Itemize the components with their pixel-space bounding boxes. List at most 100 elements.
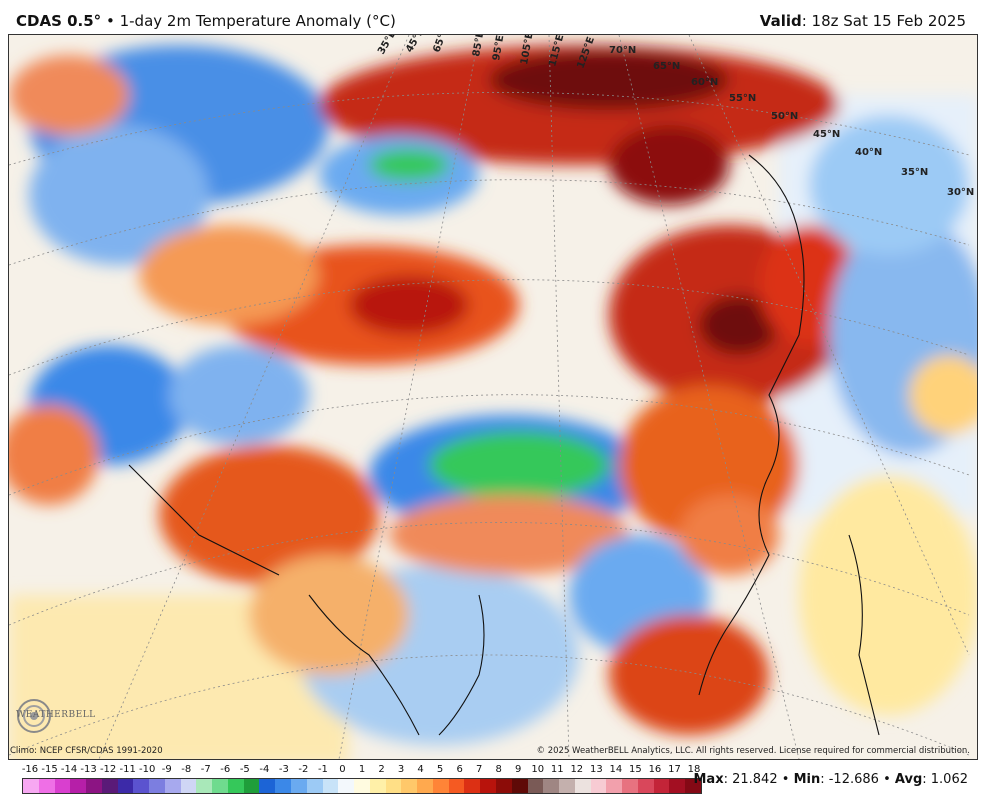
avg-label: Avg (894, 772, 923, 787)
color-scale-bar (22, 778, 702, 794)
max-value: 21.842 (732, 772, 778, 787)
coastlines (128, 154, 880, 736)
color-scale-swatch (606, 779, 623, 793)
color-scale-label: 7 (475, 764, 483, 775)
color-scale-label: -1 (317, 764, 328, 775)
lat-label-60: 60°N (691, 77, 718, 88)
lon-label-85e: 85°E (471, 35, 486, 58)
color-scale-label: 3 (397, 764, 405, 775)
color-scale-swatch (291, 779, 307, 793)
color-scale-swatch (196, 779, 213, 793)
color-scale-label: -15 (41, 764, 58, 775)
color-scale-swatch (101, 779, 118, 793)
color-scale-label: -10 (139, 764, 156, 775)
color-scale-swatch (54, 779, 71, 793)
color-scale-swatch (23, 779, 39, 793)
color-scale-label: 9 (515, 764, 522, 775)
logo-text: WEATHERBELL (16, 710, 96, 720)
color-scale-swatch (495, 779, 512, 793)
color-scale-label: -12 (99, 764, 117, 775)
color-scale-label: 14 (609, 764, 623, 775)
color-scale-swatch (227, 779, 244, 793)
color-scale-swatch (417, 779, 433, 793)
copyright-note: © 2025 WeatherBELL Analytics, LLC. All r… (536, 746, 970, 756)
model-name: CDAS 0.5 (16, 12, 94, 30)
degree-symbol: ° (93, 12, 102, 30)
color-scale-swatch (464, 779, 481, 793)
color-scale-swatch (401, 779, 418, 793)
color-scale-label: 16 (648, 764, 662, 775)
color-scale-swatch (338, 779, 355, 793)
color-scale-swatch (559, 779, 575, 793)
climo-note: Climo: NCEP CFSR/CDAS 1991-2020 (10, 746, 163, 756)
color-scale-label: -16 (21, 764, 39, 775)
color-scale-swatch (480, 779, 496, 793)
color-scale-swatch (685, 779, 701, 793)
color-scale-label: -13 (80, 764, 97, 775)
lon-label-95e: 95°E (491, 35, 506, 62)
color-scale-label: 12 (570, 764, 584, 775)
color-scale-swatch (511, 779, 528, 793)
color-scale-swatch (590, 779, 607, 793)
valid-time-value: 18z Sat 15 Feb 2025 (811, 12, 966, 30)
color-scale-label: 11 (550, 764, 564, 775)
anomaly-map[interactable]: 70°N 65°N 60°N 55°N 50°N 45°N 40°N 35°N … (8, 34, 978, 760)
color-scale-swatch (354, 779, 370, 793)
color-scale-swatch (369, 779, 386, 793)
color-scale-swatch (432, 779, 449, 793)
lat-label-55: 55°N (729, 93, 756, 104)
logo-swirl-icon (17, 699, 51, 733)
color-scale-label: -4 (259, 764, 270, 775)
color-scale-swatch (574, 779, 591, 793)
avg-value: 1.062 (930, 772, 968, 787)
color-scale-label: -11 (119, 764, 136, 775)
color-scale-swatch (275, 779, 292, 793)
valid-label: Valid (759, 12, 802, 30)
color-scale-swatch (259, 779, 276, 793)
color-scale-swatch (117, 779, 134, 793)
color-scale-label: -3 (278, 764, 289, 775)
color-scale-swatch (653, 779, 670, 793)
color-scale-swatch (164, 779, 181, 793)
color-scale-label: -8 (181, 764, 192, 775)
color-scale-label: 10 (531, 764, 545, 775)
color-scale-swatch (86, 779, 102, 793)
color-scale-label: 13 (589, 764, 603, 775)
max-label: Max (693, 772, 724, 787)
color-scale-swatch (306, 779, 323, 793)
color-scale-swatch (669, 779, 686, 793)
stats-sep-2: • (883, 772, 891, 787)
color-scale-swatch (149, 779, 165, 793)
field-stats: Max: 21.842 • Min: -12.686 • Avg: 1.062 (693, 772, 968, 787)
color-scale-labels: -16 -15 -14 -13 -12 -11 -10 -9 -8 -7 -6 -5 -4 -3 -2 -1 0… (22, 762, 702, 776)
lat-label-40: 40°N (855, 147, 882, 158)
map-header: CDAS 0.5° • 1-day 2m Temperature Anomaly… (0, 0, 984, 36)
lat-label-30: 30°N (947, 187, 974, 198)
color-scale-swatch (322, 779, 339, 793)
color-scale-label: -2 (298, 764, 309, 775)
color-scale-swatch (448, 779, 465, 793)
color-scale-swatch (212, 779, 228, 793)
color-scale-label: -9 (161, 764, 172, 775)
lat-label-65: 65°N (653, 61, 680, 72)
color-scale-swatch (543, 779, 560, 793)
color-scale-label: 15 (629, 764, 642, 775)
color-scale-swatch (133, 779, 150, 793)
map-title: CDAS 0.5° • 1-day 2m Temperature Anomaly… (16, 12, 396, 30)
lat-label-45: 45°N (813, 129, 840, 140)
color-scale-label: 18 (687, 764, 701, 775)
color-scale-label: 8 (495, 764, 502, 775)
color-scale-swatch (385, 779, 402, 793)
color-scale-label: 5 (436, 764, 444, 775)
stats-sep-1: • (781, 772, 790, 787)
color-scale-swatch (38, 779, 55, 793)
lat-label-70: 70°N (609, 45, 636, 56)
color-scale-label: -14 (60, 764, 78, 775)
color-scale-label: -7 (200, 764, 211, 775)
title-separator: • (105, 12, 115, 30)
color-scale: -16 -15 -14 -13 -12 -11 -10 -9 -8 -7 -6 -5 -4 -3 -2 -1 0… (22, 762, 702, 802)
color-scale-swatch (637, 779, 654, 793)
min-label: Min (793, 772, 821, 787)
color-scale-label: -5 (239, 764, 250, 775)
color-scale-label: 6 (456, 764, 463, 775)
